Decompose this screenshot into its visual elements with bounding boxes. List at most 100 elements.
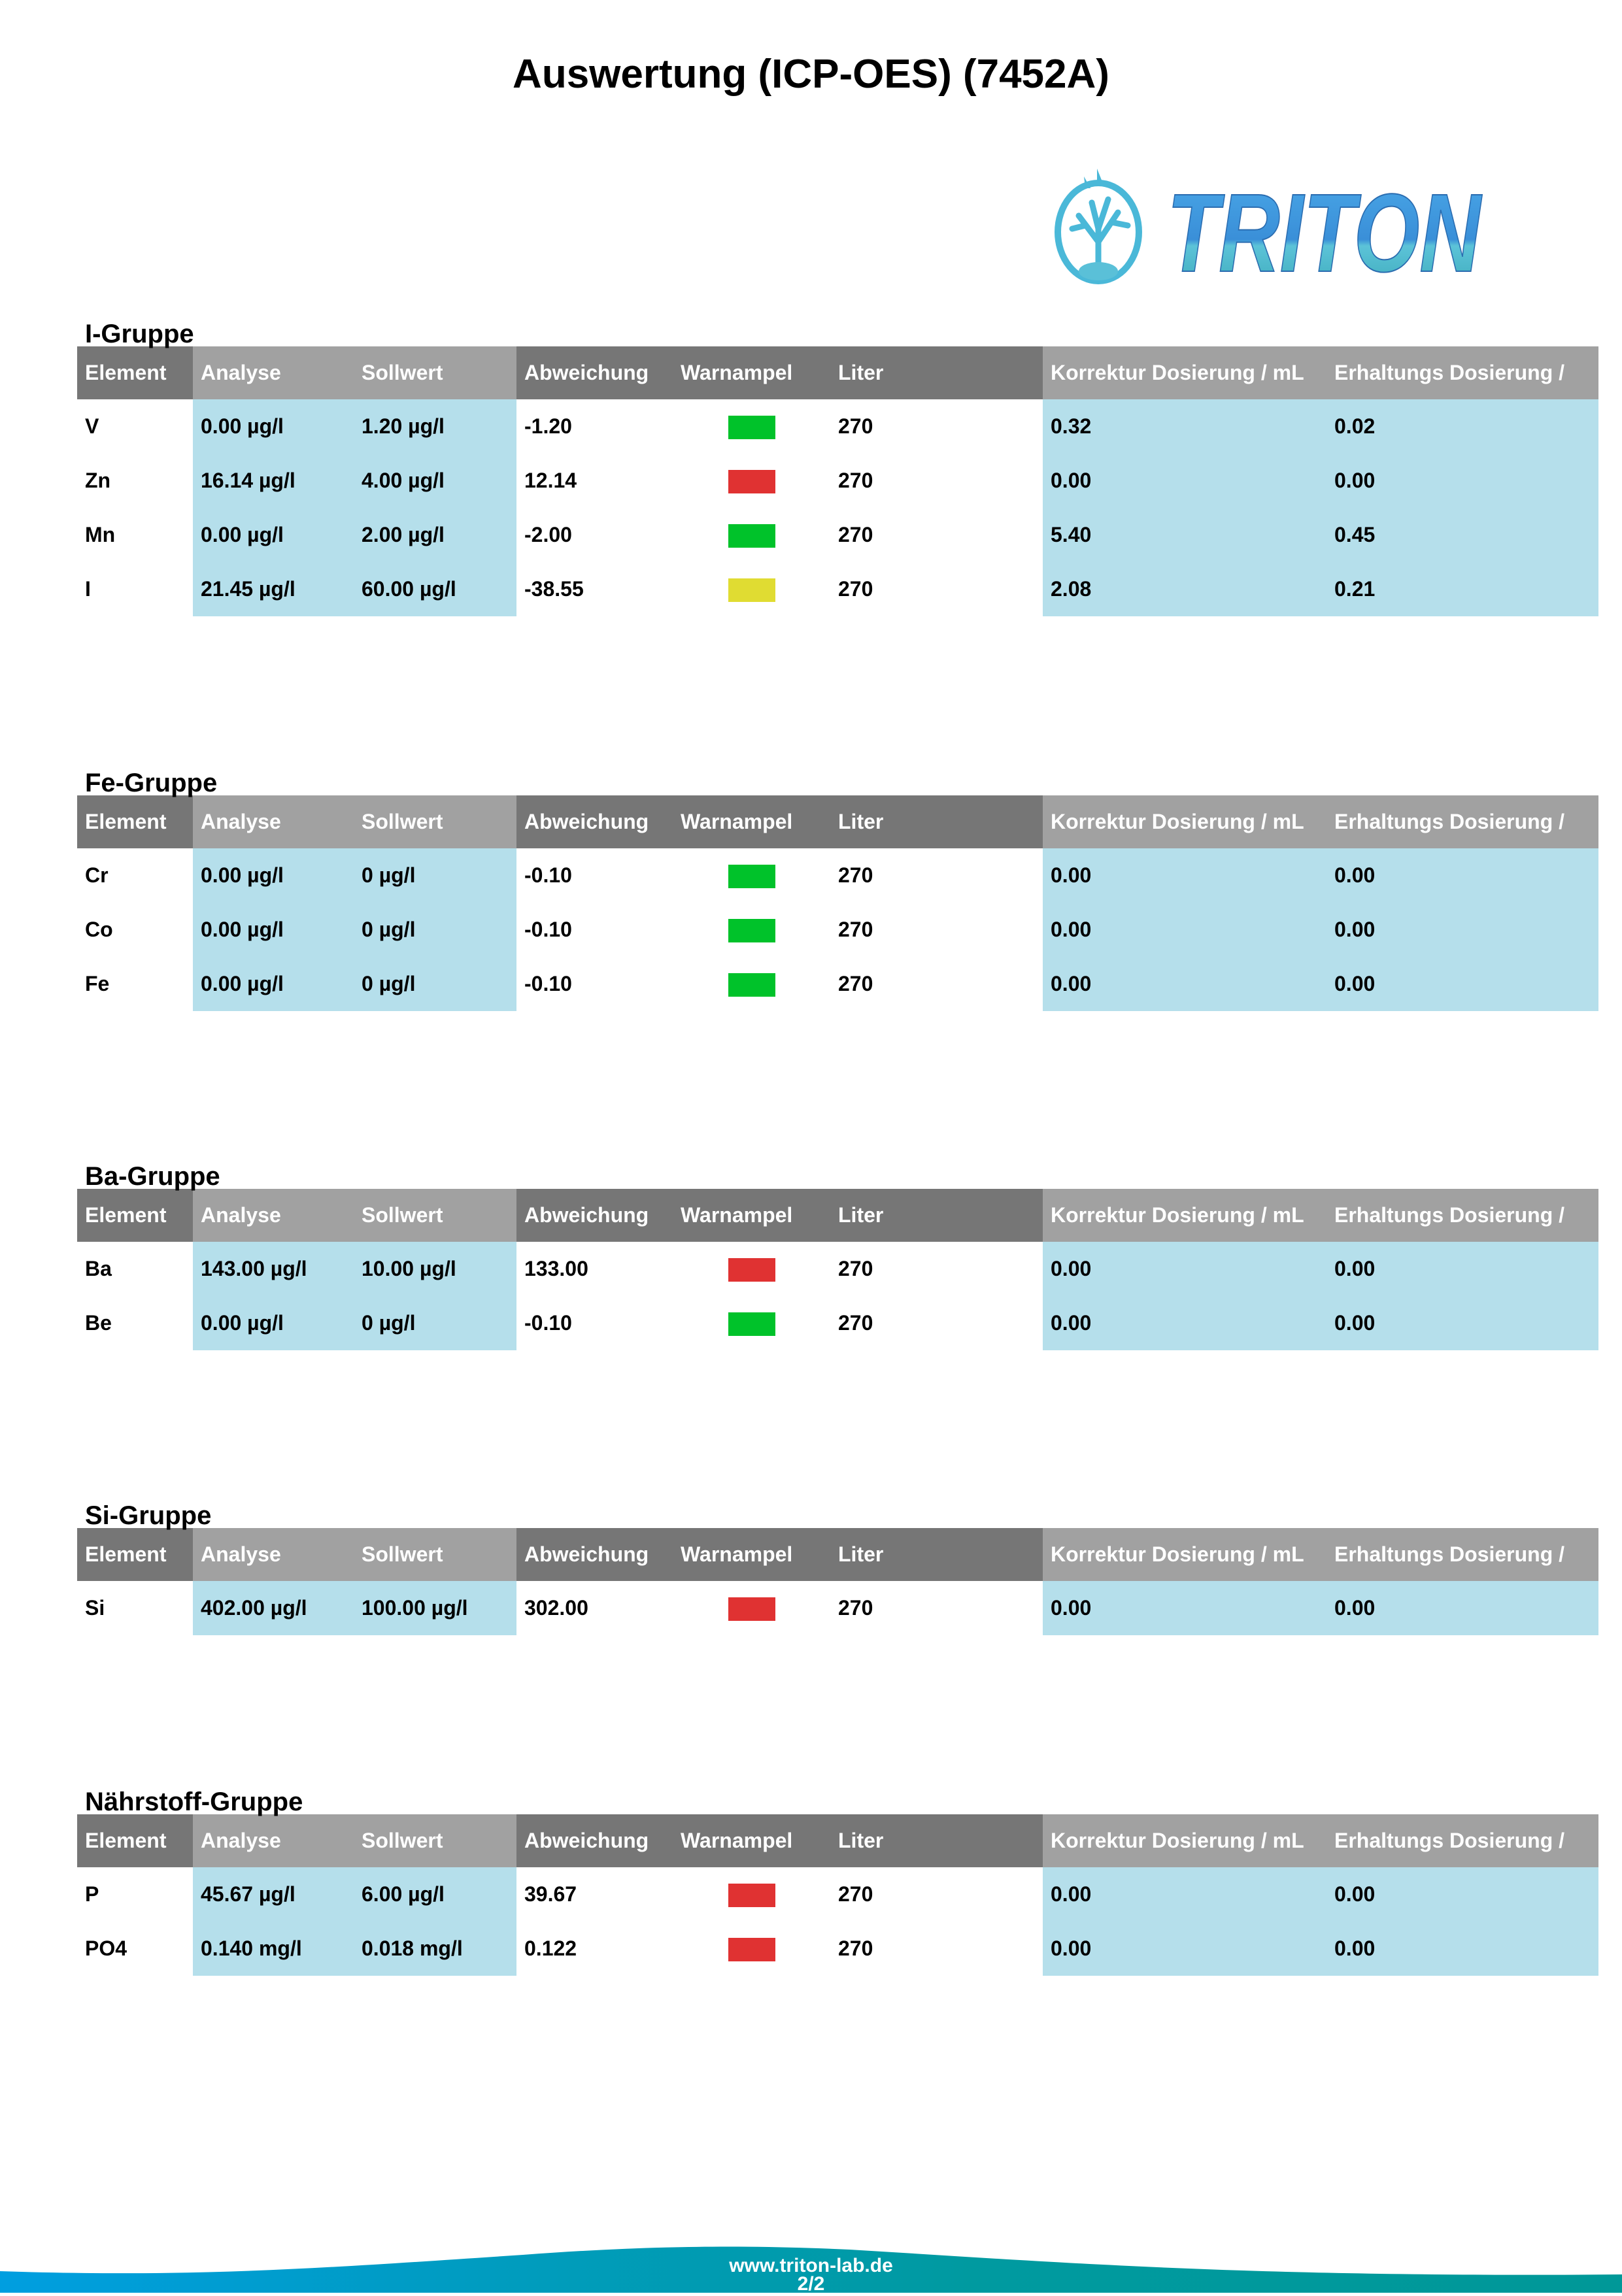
- element-cell: PO4: [85, 1937, 127, 1960]
- table-row: Zn 16.14 µg/l 4.00 µg/l 12.14 270 0.00 0.00: [77, 454, 1598, 508]
- warnampel-cell: [673, 562, 830, 616]
- erhaltung-cell: 0.00: [1326, 1296, 1598, 1350]
- sollwert-cell: 0 µg/l: [354, 848, 516, 903]
- warning-light-green: [728, 864, 775, 888]
- group-i-gruppe: I-Gruppe Element Analyse Sollwert Abweichung…: [77, 321, 1598, 616]
- warning-light-green: [728, 524, 775, 548]
- page-title: Auswertung (ICP-OES) (7452A): [513, 52, 1109, 97]
- analyse-cell: 0.00 µg/l: [193, 1296, 354, 1350]
- erhaltung-cell: 0.00: [1326, 1867, 1598, 1922]
- group-title: Nährstoff-Gruppe: [85, 1788, 303, 1816]
- warnampel-cell: [673, 1242, 830, 1296]
- liter-cell: 270: [838, 523, 873, 546]
- group-fe-gruppe: Fe-Gruppe Element Analyse Sollwert Abweichun…: [77, 770, 1598, 1011]
- column-header: Element: [77, 795, 193, 848]
- warning-light-yellow: [728, 578, 775, 602]
- erhaltung-cell: 0.00: [1326, 903, 1598, 957]
- abweichung-cell: 39.67: [524, 1882, 577, 1906]
- column-header: Erhaltungs Dosierung /: [1326, 1814, 1598, 1867]
- sollwert-cell: 0 µg/l: [354, 903, 516, 957]
- header-row: Element Analyse Sollwert Abweichung Warnampe…: [77, 1814, 1598, 1867]
- korrektur-cell: 0.00: [1043, 1296, 1326, 1350]
- column-header: Liter: [830, 346, 1043, 399]
- column-header: Liter: [830, 1528, 1043, 1581]
- warnampel-cell: [673, 1581, 830, 1635]
- korrektur-cell: 0.00: [1043, 903, 1326, 957]
- analyse-cell: 402.00 µg/l: [193, 1581, 354, 1635]
- column-header: Liter: [830, 1189, 1043, 1242]
- group-title: Fe-Gruppe: [85, 769, 218, 797]
- sollwert-cell: 2.00 µg/l: [354, 508, 516, 562]
- column-header: Liter: [830, 1814, 1043, 1867]
- element-cell: Si: [85, 1596, 105, 1620]
- table-row: I 21.45 µg/l 60.00 µg/l -38.55 270 2.08 0.21: [77, 562, 1598, 616]
- liter-cell: 270: [838, 469, 873, 492]
- table-row: V 0.00 µg/l 1.20 µg/l -1.20 270 0.32 0.02: [77, 399, 1598, 454]
- column-header: Korrektur Dosierung / mL: [1043, 1189, 1326, 1242]
- warning-light-red: [728, 1883, 775, 1907]
- column-header: Sollwert: [354, 346, 516, 399]
- abweichung-cell: 12.14: [524, 469, 577, 492]
- column-header: Warnampel: [673, 1189, 830, 1242]
- warnampel-cell: [673, 454, 830, 508]
- abweichung-cell: -0.10: [524, 863, 572, 887]
- column-header: Analyse: [193, 1528, 354, 1581]
- column-header: Warnampel: [673, 346, 830, 399]
- abweichung-cell: -2.00: [524, 523, 572, 546]
- header-row: Element Analyse Sollwert Abweichung Warnampe…: [77, 1189, 1598, 1242]
- column-header: Sollwert: [354, 1814, 516, 1867]
- element-cell: Co: [85, 918, 113, 941]
- liter-cell: 270: [838, 1937, 873, 1960]
- table-row: Mn 0.00 µg/l 2.00 µg/l -2.00 270 5.40 0.45: [77, 508, 1598, 562]
- column-header: Korrektur Dosierung / mL: [1043, 346, 1326, 399]
- footer: www.triton-lab.de 2/2: [0, 2209, 1622, 2294]
- column-header: Erhaltungs Dosierung /: [1326, 795, 1598, 848]
- footer-url: www.triton-lab.de: [729, 2255, 893, 2276]
- liter-cell: 270: [838, 414, 873, 438]
- analyse-cell: 16.14 µg/l: [193, 454, 354, 508]
- sollwert-cell: 0 µg/l: [354, 957, 516, 1011]
- korrektur-cell: 2.08: [1043, 562, 1326, 616]
- abweichung-cell: -0.10: [524, 918, 572, 941]
- warnampel-cell: [673, 1867, 830, 1922]
- warning-light-red: [728, 1257, 775, 1282]
- erhaltung-cell: 0.45: [1326, 508, 1598, 562]
- column-header: Erhaltungs Dosierung /: [1326, 346, 1598, 399]
- erhaltung-cell: 0.00: [1326, 1581, 1598, 1635]
- analyse-cell: 0.00 µg/l: [193, 508, 354, 562]
- column-header: Warnampel: [673, 1814, 830, 1867]
- column-header: Abweichung: [516, 1189, 673, 1242]
- erhaltung-cell: 0.00: [1326, 1242, 1598, 1296]
- korrektur-cell: 5.40: [1043, 508, 1326, 562]
- abweichung-cell: -1.20: [524, 414, 572, 438]
- column-header: Analyse: [193, 795, 354, 848]
- element-cell: V: [85, 414, 99, 438]
- table-row: Be 0.00 µg/l 0 µg/l -0.10 270 0.00 0.00: [77, 1296, 1598, 1350]
- element-cell: Mn: [85, 523, 116, 546]
- group-table: Element Analyse Sollwert Abweichung Warnampe…: [77, 1814, 1598, 1976]
- warnampel-cell: [673, 1296, 830, 1350]
- warning-light-green: [728, 973, 775, 997]
- table-row: Fe 0.00 µg/l 0 µg/l -0.10 270 0.00 0.00: [77, 957, 1598, 1011]
- liter-cell: 270: [838, 863, 873, 887]
- liter-cell: 270: [838, 1257, 873, 1280]
- table-row: Cr 0.00 µg/l 0 µg/l -0.10 270 0.00 0.00: [77, 848, 1598, 903]
- header-row: Element Analyse Sollwert Abweichung Warnampe…: [77, 1528, 1598, 1581]
- warning-light-green: [728, 415, 775, 439]
- column-header: Abweichung: [516, 1528, 673, 1581]
- sollwert-cell: 0.018 mg/l: [354, 1922, 516, 1976]
- korrektur-cell: 0.00: [1043, 848, 1326, 903]
- column-header: Korrektur Dosierung / mL: [1043, 1528, 1326, 1581]
- warning-light-green: [728, 918, 775, 942]
- liter-cell: 270: [838, 972, 873, 995]
- table-row: Si 402.00 µg/l 100.00 µg/l 302.00 270 0.00 0.0…: [77, 1581, 1598, 1635]
- element-cell: Fe: [85, 972, 110, 995]
- liter-cell: 270: [838, 1596, 873, 1620]
- group-nährstoff-gruppe: Nährstoff-Gruppe Element Analyse Sollwert Ab…: [77, 1789, 1598, 1976]
- element-cell: Zn: [85, 469, 111, 492]
- analyse-cell: 45.67 µg/l: [193, 1867, 354, 1922]
- warning-light-red: [728, 469, 775, 493]
- sollwert-cell: 60.00 µg/l: [354, 562, 516, 616]
- column-header: Analyse: [193, 1189, 354, 1242]
- column-header: Element: [77, 346, 193, 399]
